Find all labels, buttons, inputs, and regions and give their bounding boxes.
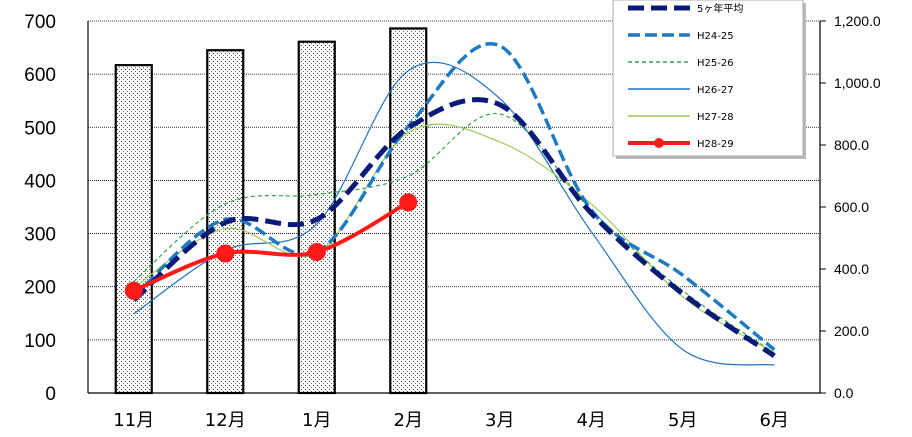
left-tick-label: 200 bbox=[24, 278, 56, 299]
right-tick-label: 200.0 bbox=[834, 323, 869, 339]
left-tick-label: 600 bbox=[24, 65, 56, 86]
left-tick-label: 700 bbox=[24, 12, 56, 33]
x-tick-label: 1月 bbox=[302, 410, 331, 431]
series-lines bbox=[132, 42, 776, 366]
right-tick-label: 1,000.0 bbox=[834, 75, 881, 91]
x-tick-label: 12月 bbox=[205, 410, 246, 431]
series-marker-H28-29 bbox=[307, 242, 326, 261]
x-tick-label: 6月 bbox=[760, 410, 789, 431]
right-tick-label: 400.0 bbox=[834, 261, 869, 277]
legend-label: 5ヶ年平均 bbox=[697, 2, 743, 15]
legend-box bbox=[612, 0, 804, 157]
series-marker-H28-29 bbox=[399, 193, 418, 212]
left-axis-ticks: 0 100 200 300 400 500 600 700 bbox=[24, 12, 56, 405]
x-axis-ticks: 11月 12月 1月 2月 3月 4月 5月 6月 bbox=[113, 410, 789, 431]
right-tick-label: 1,200.0 bbox=[834, 13, 881, 29]
legend-label: H28-29 bbox=[697, 139, 734, 150]
series-line-5ヶ年平均 bbox=[132, 97, 776, 358]
series-line-H28-29 bbox=[133, 200, 410, 293]
left-tick-label: 500 bbox=[24, 118, 56, 139]
left-tick-label: 100 bbox=[24, 331, 56, 352]
left-tick-label: 0 bbox=[45, 384, 56, 405]
left-tick-label: 400 bbox=[24, 171, 56, 192]
bar-0 bbox=[114, 64, 153, 395]
legend-label: H25-26 bbox=[697, 58, 734, 69]
right-tick-label: 600.0 bbox=[834, 199, 869, 215]
x-tick-label: 4月 bbox=[577, 410, 606, 431]
series-markers bbox=[124, 193, 418, 300]
x-tick-label: 2月 bbox=[394, 410, 423, 431]
legend-marker-H28-29 bbox=[654, 138, 664, 148]
series-marker-H28-29 bbox=[124, 281, 143, 300]
series-line-H26-27 bbox=[133, 61, 775, 366]
x-tick-label: 3月 bbox=[485, 410, 514, 431]
legend-label: H26-27 bbox=[697, 85, 734, 96]
bars bbox=[114, 27, 428, 395]
right-axis-ticks: 0.0 200.0 400.0 600.0 800.0 1,000.0 1,200.0 bbox=[820, 13, 881, 401]
x-tick-label: 5月 bbox=[668, 410, 697, 431]
x-tick-label: 11月 bbox=[113, 410, 154, 431]
series-line-H24-25 bbox=[132, 42, 776, 351]
legend: 5ヶ年平均 H24-25 H25-26 H26-27 H27-28 H28-29 bbox=[612, 0, 806, 159]
right-tick-label: 0.0 bbox=[834, 385, 854, 401]
right-tick-label: 800.0 bbox=[834, 137, 869, 153]
left-tick-label: 300 bbox=[24, 225, 56, 246]
legend-label: H27-28 bbox=[697, 112, 734, 123]
legend-label: H24-25 bbox=[697, 31, 734, 42]
series-marker-H28-29 bbox=[216, 244, 235, 263]
